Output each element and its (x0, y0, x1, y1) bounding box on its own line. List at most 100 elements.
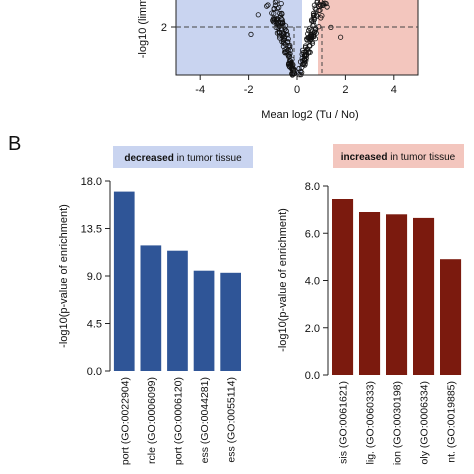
volcano-points (248, 0, 344, 78)
decreased-banner-bold: decreased (124, 153, 173, 164)
volcano-point (280, 20, 286, 26)
decreased-y-tick-label: 18.0 (81, 176, 102, 188)
volcano-point (324, 4, 330, 10)
volcano-point (297, 59, 304, 65)
volcano-point (265, 2, 271, 8)
volcano-y-tick-label: 2 (161, 22, 167, 34)
volcano-point (308, 33, 314, 40)
volcano-x-axis: -4 -2 0 2 4 (195, 75, 397, 96)
volcano-point (279, 10, 285, 16)
volcano-point (287, 62, 293, 68)
volcano-point (337, 34, 344, 40)
increased-category-label: lig. (GO:0060333) (365, 381, 377, 464)
decreased-category-label: rcle (GO:0006099) (146, 377, 158, 464)
volcano-point (307, 38, 313, 44)
decreased-banner-box (113, 146, 253, 168)
volcano-point (264, 3, 270, 9)
volcano-point (304, 37, 310, 43)
volcano-point (311, 2, 317, 8)
increased-category-label: nt. (GO:0019885) (446, 381, 458, 463)
volcano-shade-right (318, 0, 418, 75)
volcano-point (305, 49, 312, 55)
volcano-point (316, 7, 322, 14)
volcano-point (269, 10, 275, 16)
increased-bar (413, 217, 435, 375)
increased-bar (332, 199, 354, 375)
decreased-category-label: port (GO:0022904) (119, 377, 131, 465)
decreased-category-label: port (GO:0006120) (173, 377, 185, 465)
decreased-category-label: ess (GO:0055114) (226, 377, 238, 463)
volcano-point (299, 64, 305, 71)
decreased-y-tick-label: 9.0 (87, 271, 102, 283)
volcano-point (271, 5, 277, 12)
volcano-point (299, 51, 305, 57)
volcano-point (248, 31, 254, 38)
volcano-point (283, 31, 289, 38)
volcano-point (296, 65, 302, 72)
volcano-point (283, 28, 289, 34)
volcano-point (314, 13, 320, 19)
volcano-point (286, 53, 293, 59)
increased-bar (386, 214, 408, 375)
volcano-point (310, 12, 317, 18)
increased-banner-text: increased in tumor tissue (341, 152, 456, 163)
volcano-point (312, 5, 318, 11)
increased-category-label: oly (GO:0006334) (419, 381, 431, 464)
increased-y-tick-label: 6.0 (305, 228, 320, 240)
volcano-point (278, 0, 284, 7)
increased-banner-rest: in tumor tissue (387, 152, 455, 163)
increased-category-label: ion (GO:0030198) (392, 381, 404, 465)
volcano-point (281, 37, 287, 43)
volcano-point (323, 0, 329, 7)
volcano-point (303, 55, 309, 61)
volcano-point (301, 60, 307, 66)
volcano-x-tick-label: 0 (294, 84, 300, 96)
volcano-point (274, 16, 281, 22)
volcano-y-axis: 2 (161, 22, 176, 34)
decreased-y-tick-label: 0.0 (87, 366, 102, 378)
volcano-point (282, 49, 288, 55)
volcano-x-tick-label: -2 (244, 84, 254, 96)
increased-banner-bold: increased (341, 152, 388, 163)
volcano-point (280, 31, 287, 37)
volcano-point (287, 47, 293, 53)
decreased-bar-chart: decreased in tumor tissue -log10(p-value… (58, 146, 253, 465)
volcano-point (310, 10, 317, 16)
decreased-bar (193, 270, 215, 371)
increased-y-tick-label: 0.0 (305, 370, 320, 382)
volcano-point (272, 0, 278, 5)
panel-label-b: B (8, 133, 21, 155)
volcano-point (319, 13, 325, 19)
volcano-point (308, 27, 314, 33)
decreased-banner-text: decreased in tumor tissue (124, 153, 242, 164)
increased-y-tick-label: 8.0 (305, 181, 320, 193)
decreased-bar (167, 250, 188, 371)
volcano-point (270, 17, 276, 23)
decreased-category-label: ess (GO:0044281) (199, 377, 211, 463)
volcano-point (280, 43, 286, 50)
increased-bar (440, 259, 462, 375)
volcano-point (313, 6, 319, 13)
volcano-point (279, 17, 285, 23)
increased-bar-chart: increased in tumor tissue -log10(p-value… (277, 144, 464, 465)
decreased-y-tick-label: 4.5 (87, 319, 102, 331)
volcano-point (309, 18, 315, 24)
decreased-bar (220, 272, 241, 371)
decreased-bar (113, 191, 135, 371)
decreased-bar (140, 245, 162, 371)
increased-banner-box (333, 144, 464, 168)
increased-y-axis-title: -log10(p-value of enrichment) (277, 208, 289, 352)
decreased-banner-rest: in tumor tissue (174, 153, 242, 164)
volcano-x-axis-title: Mean log2 (Tu / No) (261, 109, 358, 121)
increased-y-tick-label: 2.0 (305, 323, 320, 335)
volcano-point (318, 0, 324, 5)
volcano-point (314, 0, 320, 4)
volcano-point (271, 11, 277, 17)
volcano-y-axis-title: -log10 (limm (137, 0, 149, 58)
volcano-point (277, 10, 283, 17)
decreased-y-tick-label: 13.5 (81, 224, 102, 236)
volcano-point (286, 60, 292, 67)
volcano-x-tick-label: 2 (342, 84, 348, 96)
volcano-plot: 2 -4 -2 0 2 4 -log10 (limm Mean log2 (Tu / N… (137, 0, 419, 121)
